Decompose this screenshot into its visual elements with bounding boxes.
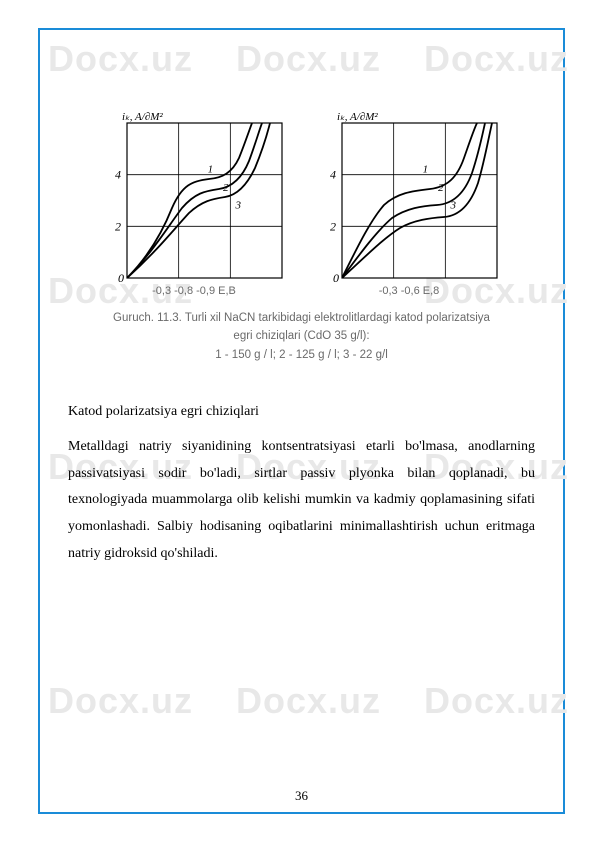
content-area: iₖ, A/∂M²024123 -0,3 -0,8 -0,9 E,B iₖ, A… — [38, 28, 565, 814]
chart-left: iₖ, A/∂M²024123 — [102, 108, 287, 283]
svg-text:2: 2 — [330, 219, 336, 233]
svg-text:2: 2 — [438, 182, 444, 194]
svg-text:iₖ, A/∂M²: iₖ, A/∂M² — [122, 111, 163, 123]
charts-container: iₖ, A/∂M²024123 -0,3 -0,8 -0,9 E,B iₖ, A… — [68, 108, 535, 297]
svg-text:2: 2 — [223, 182, 229, 194]
chart-left-xlabel: -0,3 -0,8 -0,9 E,B — [152, 285, 236, 297]
chart-left-wrapper: iₖ, A/∂M²024123 -0,3 -0,8 -0,9 E,B — [102, 108, 287, 297]
svg-text:iₖ, A/∂M²: iₖ, A/∂M² — [337, 111, 378, 123]
svg-text:1: 1 — [422, 164, 428, 176]
caption-line-2: egri chiziqlari (CdO 35 g/l): — [68, 327, 535, 345]
chart-right: iₖ, A/∂M²024123 — [317, 108, 502, 283]
svg-text:2: 2 — [115, 219, 121, 233]
svg-text:0: 0 — [333, 271, 339, 283]
chart-right-xlabel: -0,3 -0,6 E,8 — [379, 285, 440, 297]
caption-line-1: Guruch. 11.3. Turli xil NaCN tarkibidagi… — [68, 309, 535, 327]
chart-right-wrapper: iₖ, A/∂M²024123 -0,3 -0,6 E,8 — [317, 108, 502, 297]
svg-text:0: 0 — [118, 271, 124, 283]
figure-caption: Guruch. 11.3. Turli xil NaCN tarkibidagi… — [68, 309, 535, 364]
svg-text:4: 4 — [330, 168, 336, 182]
page-number: 36 — [38, 788, 565, 804]
svg-text:3: 3 — [449, 199, 456, 211]
body-paragraph: Metalldagi natriy siyanidining kontsentr… — [68, 434, 535, 567]
section-title: Katod polarizatsiya egri chiziqlari — [68, 404, 535, 420]
svg-text:1: 1 — [207, 164, 213, 176]
svg-text:4: 4 — [115, 168, 121, 182]
caption-line-3: 1 - 150 g / l; 2 - 125 g / l; 3 - 22 g/l — [68, 346, 535, 364]
svg-text:3: 3 — [234, 199, 241, 211]
